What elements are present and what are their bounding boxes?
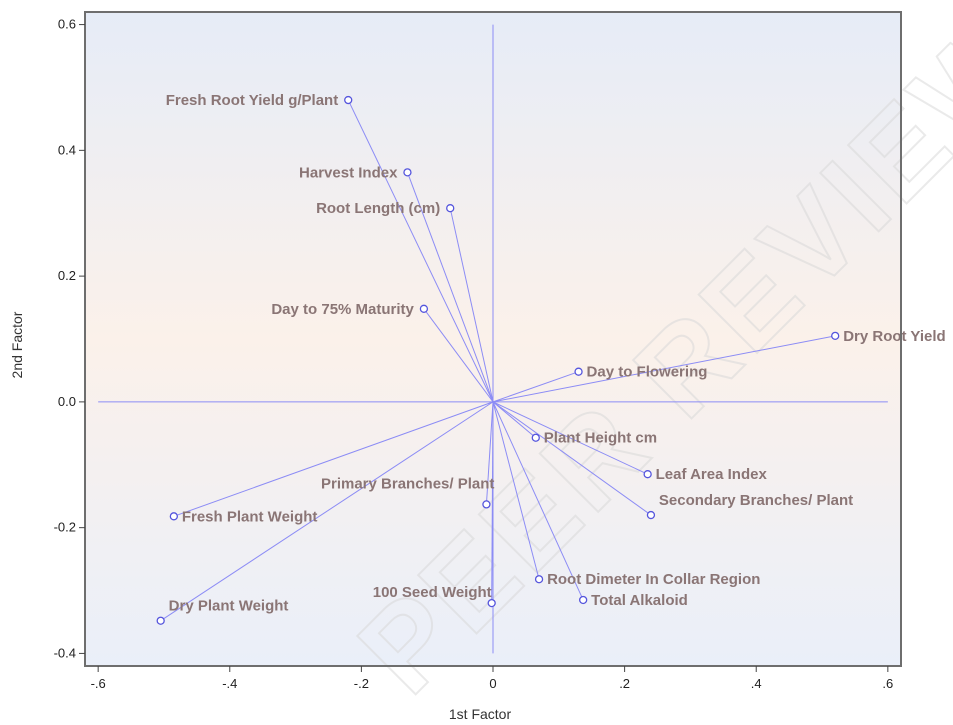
x-tick-label: -.2 <box>354 676 369 691</box>
point-label: Secondary Branches/ Plant <box>659 492 853 509</box>
loading-point <box>446 204 455 213</box>
x-axis-ticks: -.6 -.4 -.2 0 .2 .4 .6 <box>91 666 893 691</box>
point-label: Plant Height cm <box>544 430 657 447</box>
x-tick-label: 0 <box>489 676 496 691</box>
loading-vectors <box>160 99 836 622</box>
y-axis-ticks: -0.4 -0.2 0.0 0.2 0.4 0.6 <box>54 17 85 660</box>
loading-point <box>482 500 491 509</box>
x-tick-label: -.6 <box>91 676 106 691</box>
loading-vector <box>492 401 540 580</box>
point-label: Root Length (cm) <box>316 200 440 217</box>
point-label: Day to Flowering <box>587 364 708 381</box>
x-tick-label: .6 <box>882 676 893 691</box>
point-label: Leaf Area Index <box>656 466 768 483</box>
point-label: Harvest Index <box>299 164 398 181</box>
y-tick-label: 0.6 <box>58 17 76 32</box>
point-label: Day to 75% Maturity <box>271 301 414 318</box>
loading-point <box>344 95 353 105</box>
point-label: Fresh Root Yield g/Plant <box>166 92 339 109</box>
point-label: 100 Seed Weight <box>373 584 492 601</box>
loading-point <box>579 595 588 605</box>
loading-point <box>169 512 178 521</box>
variable-labels: Fresh Root Yield g/Plant Harvest Index Roo… <box>166 92 946 615</box>
loading-vector <box>160 401 494 622</box>
loading-point <box>531 433 540 442</box>
loading-point <box>156 616 165 625</box>
y-tick-label: 0.2 <box>58 268 76 283</box>
loading-vector <box>492 401 648 475</box>
y-tick-label: 0.0 <box>58 394 76 409</box>
loading-point <box>487 598 496 608</box>
loading-vector <box>347 99 494 403</box>
loading-markers <box>156 95 840 625</box>
loading-point <box>403 168 412 177</box>
loading-vector <box>423 308 494 403</box>
loading-point <box>419 304 429 313</box>
x-tick-label: .2 <box>619 676 630 691</box>
point-label: Total Alkaloid <box>591 592 688 609</box>
point-label: Dry Plant Weight <box>169 598 289 615</box>
y-tick-label: -0.2 <box>54 520 76 535</box>
loading-vector <box>449 208 494 402</box>
y-tick-label: 0.4 <box>58 142 76 157</box>
loading-point <box>574 367 583 376</box>
x-axis-label: 1st Factor <box>449 706 512 722</box>
loading-vector <box>173 401 494 517</box>
loading-point <box>831 331 840 341</box>
loading-vector <box>492 335 836 403</box>
loading-point <box>534 575 544 584</box>
loading-vector <box>492 401 537 439</box>
loading-vector <box>492 371 579 403</box>
point-label: Root Dimeter In Collar Region <box>547 571 760 588</box>
loading-point <box>646 510 656 520</box>
point-label: Dry Root Yield <box>843 328 946 345</box>
loading-vector <box>492 401 652 516</box>
loading-vector <box>406 172 494 403</box>
loading-vector <box>492 401 584 601</box>
loading-vector <box>485 401 494 505</box>
y-tick-label: -0.4 <box>54 645 76 660</box>
point-label: Fresh Plant Weight <box>182 508 318 525</box>
loading-vector <box>491 401 494 604</box>
y-axis-label: 2nd Factor <box>9 311 25 378</box>
loading-point <box>643 470 652 479</box>
point-label: Primary Branches/ Plant <box>321 475 494 492</box>
x-tick-label: -.4 <box>222 676 237 691</box>
x-tick-label: .4 <box>751 676 762 691</box>
